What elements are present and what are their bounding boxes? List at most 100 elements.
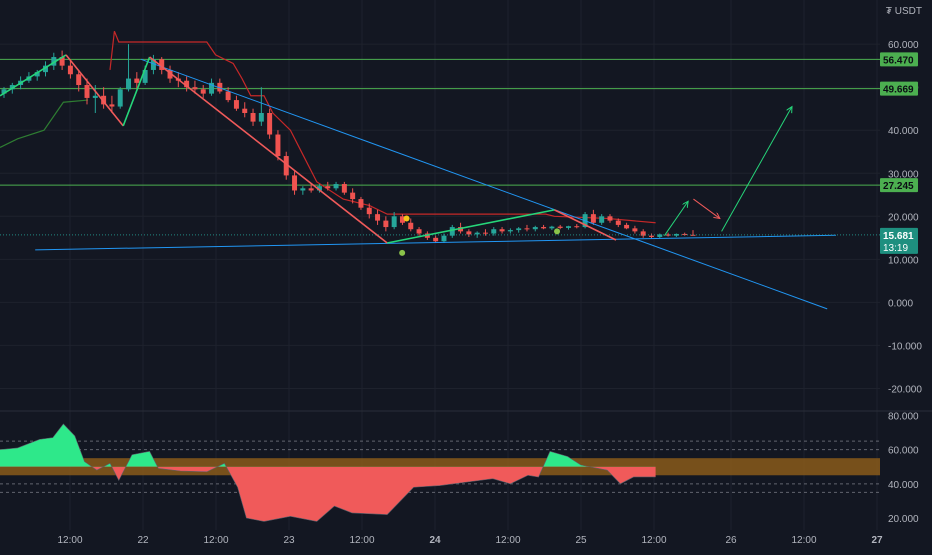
candle-body <box>532 227 538 230</box>
candle-countdown-label: 13:19 <box>883 243 908 254</box>
osc-y-tick-label: 40.000 <box>888 480 919 491</box>
x-tick-label: 26 <box>725 535 737 546</box>
last-price-tag <box>880 227 918 254</box>
trendline-ascending-support <box>35 234 837 251</box>
y-tick-label: 10.000 <box>888 255 919 266</box>
candle-body <box>449 227 455 236</box>
candle-body <box>574 226 580 228</box>
candle-body <box>159 59 165 70</box>
candle-body <box>391 216 397 228</box>
candle-body <box>167 69 173 79</box>
candle-body <box>474 232 480 235</box>
zigzag-segment <box>149 56 388 244</box>
candle-body <box>441 235 447 242</box>
candle-body <box>43 65 48 73</box>
candle-body <box>491 229 497 234</box>
candle-body <box>640 231 646 236</box>
y-tick-label: 20.000 <box>888 212 919 223</box>
candle-body <box>607 216 613 221</box>
candle-body <box>350 192 356 200</box>
candle-body <box>341 184 347 193</box>
candle-body <box>333 184 339 189</box>
candle-body <box>258 113 264 122</box>
y-tick-label: 60.000 <box>888 40 919 51</box>
candle-body <box>433 237 439 242</box>
candle-body <box>300 188 306 191</box>
level-price-tag-label: 49.669 <box>883 85 914 96</box>
signal-dot-marker <box>399 249 406 256</box>
level-price-tag-label: 56.470 <box>883 55 914 66</box>
candle-body <box>632 228 638 232</box>
x-tick-label: 12:00 <box>57 535 82 546</box>
x-tick-label: 22 <box>137 535 149 546</box>
currency-unit-label: ₮ USDT <box>885 6 922 17</box>
y-tick-label: 40.000 <box>888 126 919 137</box>
osc-area-positive <box>0 423 590 467</box>
x-tick-label: 12:00 <box>349 535 374 546</box>
level-price-tag-label: 27.245 <box>883 181 914 192</box>
candle-body <box>51 57 57 66</box>
candle-body <box>283 156 289 176</box>
y-tick-label: 0.000 <box>888 298 913 309</box>
candle-body <box>366 207 372 215</box>
candle-body <box>383 220 389 228</box>
osc-line <box>0 423 656 522</box>
candle-body <box>499 229 505 232</box>
candle-body <box>599 216 605 223</box>
candle-body <box>275 134 281 157</box>
candle-body <box>524 228 530 230</box>
candle-body <box>507 230 513 232</box>
candle-body <box>84 85 90 98</box>
signal-dot-marker <box>403 215 410 222</box>
level-price-tag <box>880 52 918 67</box>
candle-body <box>233 100 239 109</box>
candle-body <box>134 78 140 83</box>
zigzag-segment <box>554 209 617 241</box>
candle-body <box>200 89 206 94</box>
upper-band-line <box>109 30 656 224</box>
candle-body <box>217 82 223 92</box>
candle-body <box>466 231 472 235</box>
candle-body <box>665 234 671 236</box>
candle-body <box>375 214 381 221</box>
candle-body <box>399 216 405 223</box>
candle-body <box>358 199 364 208</box>
osc-y-tick-label: 60.000 <box>888 446 919 457</box>
lower-band-line <box>0 99 89 148</box>
candle-body <box>250 113 256 122</box>
candle-body <box>209 82 215 94</box>
last-price-label: 15.681 <box>883 231 914 242</box>
x-tick-label: 24 <box>429 535 441 546</box>
projection-arrow <box>663 201 688 236</box>
zigzag-segment <box>122 56 151 127</box>
candle-body <box>308 188 314 191</box>
candle-body <box>184 80 190 88</box>
candle-body <box>292 175 298 191</box>
osc-area-negative <box>0 466 656 522</box>
candle-body <box>150 59 156 70</box>
candle-body <box>225 91 231 101</box>
candle-body <box>516 228 522 231</box>
candle-body <box>9 85 15 90</box>
candle-body <box>565 226 571 228</box>
level-price-tag <box>880 178 918 193</box>
candle-body <box>126 78 132 90</box>
candle-body <box>59 57 65 66</box>
x-tick-label: 12:00 <box>203 535 228 546</box>
candle-body <box>109 104 115 107</box>
candle-body <box>590 214 596 223</box>
candle-body <box>1 89 7 94</box>
candle-body <box>416 229 422 234</box>
candle-body <box>557 226 563 228</box>
candle-body <box>117 89 123 107</box>
candle-body <box>325 186 331 189</box>
x-tick-label: 23 <box>283 535 295 546</box>
candle-body <box>615 220 621 225</box>
x-tick-label: 12:00 <box>791 535 816 546</box>
zigzag-segment <box>65 54 124 127</box>
candle-body <box>34 72 40 77</box>
candle-body <box>541 227 547 229</box>
x-tick-label: 27 <box>871 535 883 546</box>
y-tick-label: -20.000 <box>888 384 922 395</box>
candle-body <box>673 233 679 236</box>
